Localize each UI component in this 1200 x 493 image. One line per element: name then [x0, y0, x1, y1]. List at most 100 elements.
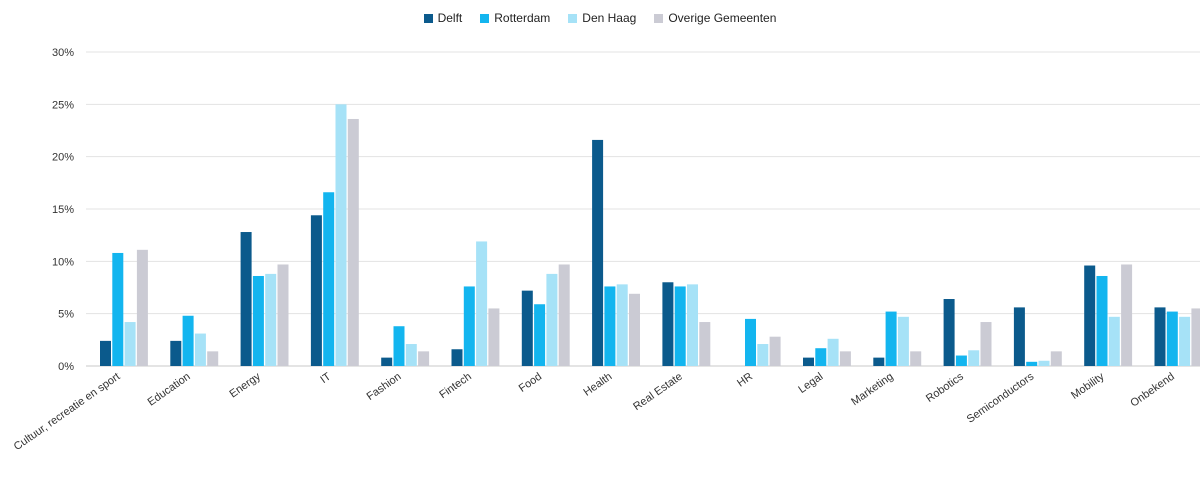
- bar: [897, 316, 909, 366]
- x-tick-label: Real Estate: [631, 371, 684, 413]
- y-tick-label: 10%: [52, 256, 74, 268]
- y-tick-label: 20%: [52, 152, 74, 164]
- bar: [803, 357, 814, 366]
- x-tick-label: Cultuur, recreatie en sport: [12, 371, 123, 453]
- bar: [1166, 311, 1178, 366]
- bar: [815, 348, 827, 366]
- legend-item: Den Haag: [568, 11, 636, 25]
- legend: Delft Rotterdam Den Haag Overige Gemeenten: [0, 11, 1200, 25]
- legend-swatch: [568, 13, 578, 23]
- bar: [182, 315, 194, 366]
- bar: [873, 357, 885, 366]
- bar: [476, 241, 488, 366]
- bar: [265, 273, 277, 366]
- y-tick-label: 15%: [52, 204, 74, 216]
- legend-label: Rotterdam: [494, 11, 551, 25]
- bar: [592, 139, 604, 366]
- x-tick-label: Marketing: [849, 371, 895, 409]
- bar: [1026, 361, 1038, 366]
- bar: [381, 357, 393, 366]
- bar: [1050, 351, 1062, 366]
- bar: [1154, 307, 1166, 366]
- bar: [1121, 264, 1133, 366]
- bar: [769, 336, 781, 366]
- bar: [546, 273, 558, 366]
- legend-swatch: [654, 13, 664, 23]
- y-tick-label: 25%: [52, 99, 74, 111]
- y-tick-label: 5%: [58, 309, 74, 321]
- legend-swatch: [480, 13, 490, 23]
- bar: [393, 326, 405, 366]
- bar: [1084, 265, 1096, 366]
- bar: [955, 355, 967, 366]
- bar: [616, 284, 628, 366]
- bar: [745, 318, 756, 366]
- x-tick-label: Energy: [227, 370, 263, 400]
- y-tick-label: 30%: [52, 47, 74, 59]
- x-tick-label: Semiconductors: [965, 370, 1037, 425]
- bar: [463, 286, 475, 366]
- bar: [252, 275, 264, 366]
- bar: [980, 322, 992, 366]
- bar: [323, 192, 335, 366]
- bar: [1191, 308, 1200, 366]
- bar: [687, 284, 698, 366]
- bar: [112, 252, 124, 366]
- bar: [1013, 307, 1025, 366]
- bar: [534, 304, 546, 366]
- x-tick-label: IT: [318, 370, 333, 386]
- y-tick-label: 0%: [58, 361, 74, 373]
- legend-item: Rotterdam: [480, 11, 550, 25]
- x-tick-label: Fashion: [365, 371, 404, 403]
- legend-swatch: [423, 13, 433, 23]
- bar: [674, 286, 686, 366]
- bar: [1038, 360, 1050, 366]
- bar: [558, 264, 570, 366]
- bar: [757, 344, 769, 366]
- x-tick-label: Robotics: [924, 370, 966, 405]
- bar: [170, 340, 182, 366]
- bar: [839, 351, 851, 366]
- x-tick-label: Legal: [796, 371, 825, 396]
- bar: [418, 351, 430, 366]
- bar: [194, 333, 206, 366]
- bar: [885, 311, 897, 366]
- bar: [604, 286, 616, 366]
- x-tick-label: HR: [735, 371, 755, 390]
- x-tick-label: Health: [581, 371, 614, 399]
- bar: [100, 340, 111, 366]
- legend-label: Delft: [437, 11, 463, 25]
- bar: [136, 249, 148, 366]
- legend-item: Delft: [423, 11, 463, 25]
- x-tick-label: Food: [517, 371, 544, 395]
- bar: [827, 338, 839, 366]
- bar: [629, 293, 640, 366]
- legend-label: Overige Gemeenten: [668, 11, 777, 25]
- bar: [124, 322, 136, 366]
- bar: [335, 104, 347, 366]
- legend-item: Overige Gemeenten: [654, 11, 776, 25]
- bar: [451, 349, 463, 366]
- bar: [347, 118, 359, 366]
- bar: [943, 299, 955, 366]
- bar: [207, 351, 219, 366]
- bar: [1108, 316, 1120, 366]
- bar: [310, 215, 322, 366]
- bar: [699, 322, 711, 366]
- bar: [240, 232, 252, 366]
- bar: [405, 344, 417, 366]
- x-tick-label: Education: [146, 371, 193, 409]
- bar: [910, 351, 922, 366]
- x-tick-label: Onbekend: [1128, 371, 1176, 410]
- bar: [1179, 316, 1191, 366]
- bar: [662, 282, 674, 366]
- bar: [277, 264, 289, 366]
- legend-label: Den Haag: [582, 11, 637, 25]
- bar: [1096, 275, 1108, 366]
- x-tick-label: Mobility: [1069, 370, 1107, 402]
- bar: [521, 290, 533, 366]
- x-tick-label: Fintech: [437, 371, 473, 402]
- bar: [968, 350, 980, 366]
